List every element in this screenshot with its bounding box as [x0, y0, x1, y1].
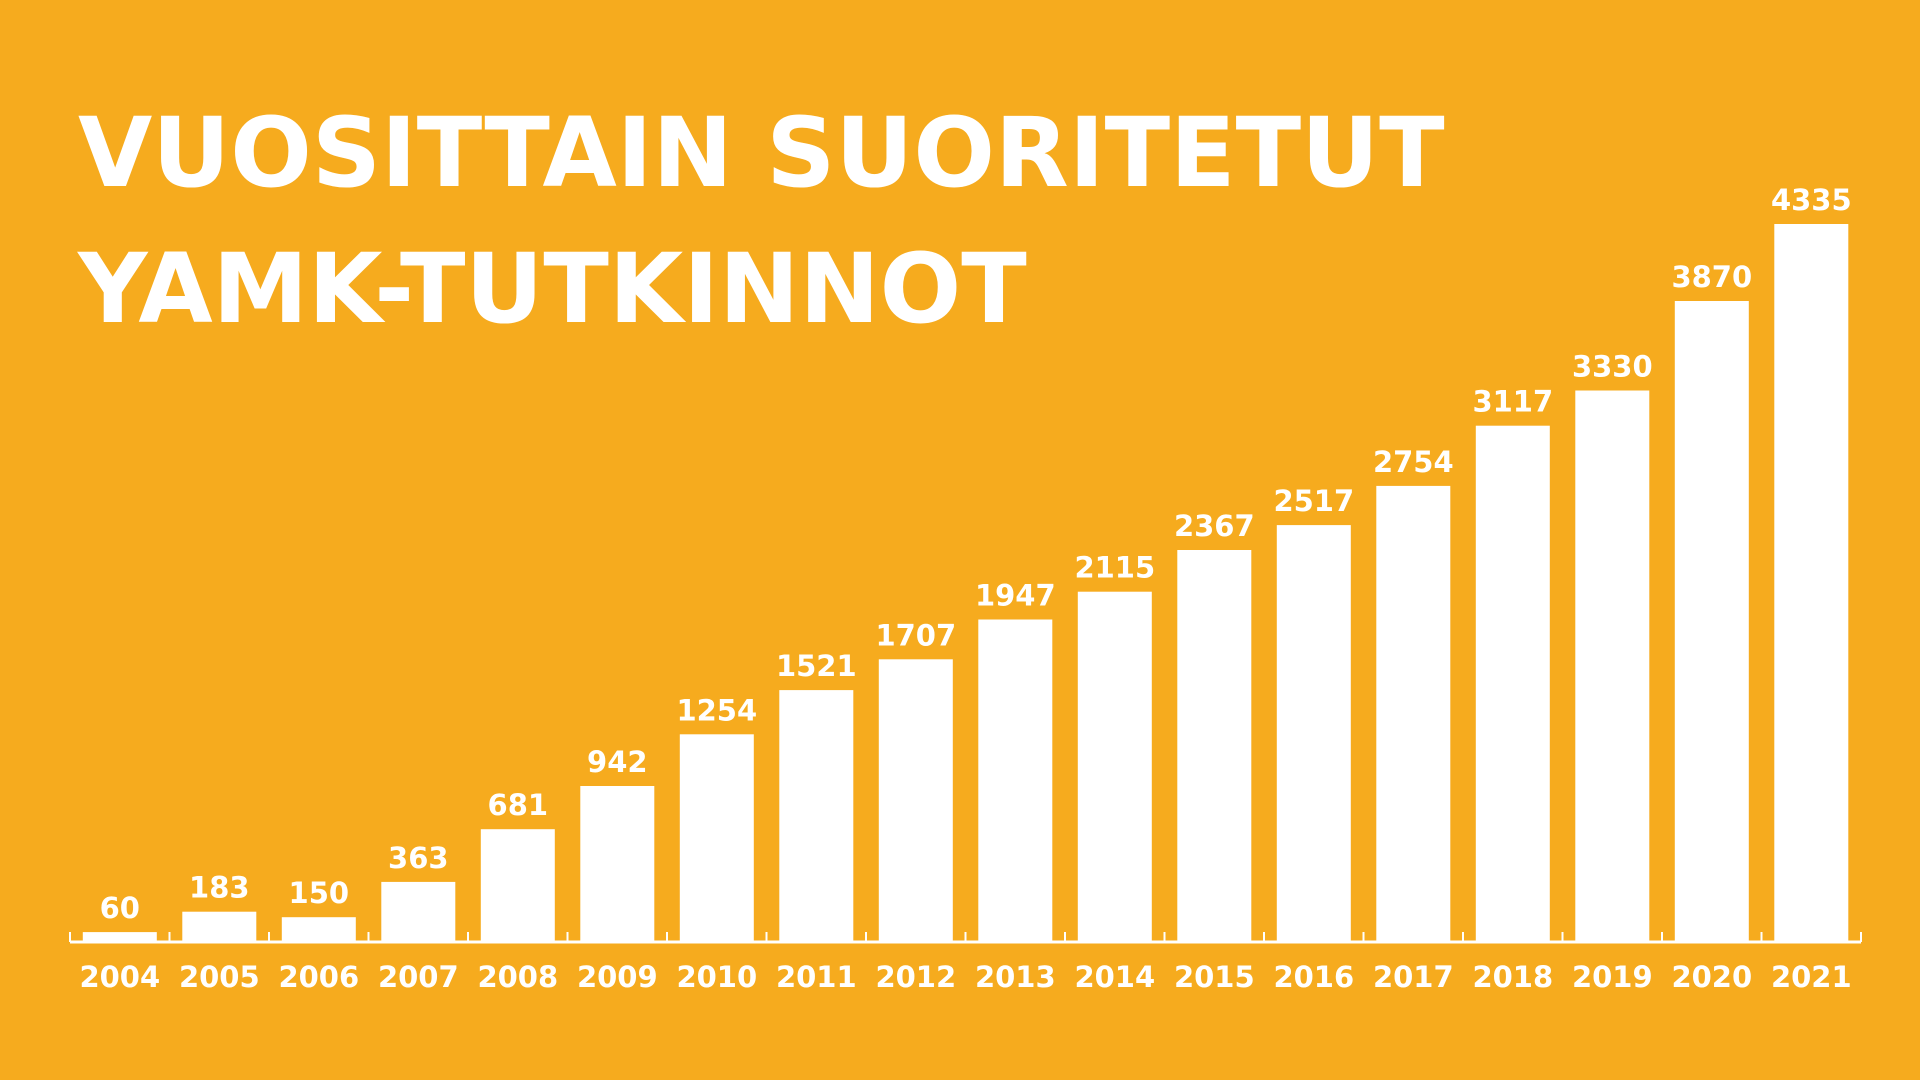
bar-2019	[1575, 390, 1650, 942]
x-tick-label-2010: 2010	[676, 960, 757, 994]
bar-2005	[182, 911, 257, 942]
value-label-2014: 2115	[1074, 551, 1155, 585]
bar-2017	[1376, 485, 1451, 942]
bar-2009	[580, 786, 655, 942]
x-tick-label-2014: 2014	[1074, 960, 1155, 994]
value-label-2006: 150	[289, 876, 350, 910]
bar-2008	[480, 829, 555, 942]
bar-2014	[1077, 591, 1152, 942]
x-tick-label-2015: 2015	[1174, 960, 1255, 994]
value-label-2005: 183	[189, 871, 250, 905]
chart-title-line-2: YAMK-TUTKINNOT	[77, 233, 1027, 345]
bar-2013	[978, 619, 1053, 942]
value-label-2016: 2517	[1273, 484, 1354, 518]
bar-2011	[779, 690, 854, 942]
bar-2018	[1475, 425, 1550, 942]
x-tick-label-2006: 2006	[278, 960, 359, 994]
x-tick-label-2021: 2021	[1771, 960, 1852, 994]
chart-title-line-1: VUOSITTAIN SUORITETUT	[78, 97, 1445, 209]
value-label-2018: 3117	[1472, 385, 1553, 419]
value-label-2021: 4335	[1771, 183, 1852, 217]
x-tick-label-2012: 2012	[875, 960, 956, 994]
x-tick-label-2004: 2004	[79, 960, 160, 994]
bar-2007	[381, 881, 456, 942]
x-tick-label-2007: 2007	[378, 960, 459, 994]
x-axis: 2004 2005 2006 2007 2008 2009 2010 2011 2012 2013…	[69, 932, 1862, 994]
bar-2012	[878, 659, 953, 942]
value-label-2011: 1521	[776, 649, 857, 683]
x-tick-label-2005: 2005	[179, 960, 260, 994]
bar-2021	[1774, 224, 1849, 942]
bar-2016	[1276, 525, 1351, 942]
value-label-2012: 1707	[875, 618, 956, 652]
bar-2020	[1674, 301, 1749, 942]
bar-2015	[1177, 550, 1252, 942]
bar-2004	[82, 932, 157, 942]
x-tick-label-2009: 2009	[577, 960, 658, 994]
value-label-2008: 681	[488, 788, 549, 822]
x-tick-label-2016: 2016	[1273, 960, 1354, 994]
x-tick-label-2018: 2018	[1472, 960, 1553, 994]
value-label-2019: 3330	[1572, 350, 1653, 384]
x-tick-label-2013: 2013	[975, 960, 1056, 994]
x-tick-label-2008: 2008	[477, 960, 558, 994]
value-label-2010: 1254	[676, 693, 757, 727]
x-tick-label-2020: 2020	[1671, 960, 1752, 994]
x-tick-label-2019: 2019	[1572, 960, 1653, 994]
value-label-2020: 3870	[1671, 260, 1752, 294]
x-tick-label-2017: 2017	[1373, 960, 1454, 994]
value-label-2004: 60	[100, 891, 140, 925]
bar-2010	[679, 734, 754, 942]
bars-group: 60 183 150 363 681 942 1254 1521 1707 1947 2115 236…	[82, 183, 1852, 942]
bar-2006	[281, 917, 356, 942]
value-label-2013: 1947	[975, 579, 1056, 613]
value-label-2017: 2754	[1373, 445, 1454, 479]
value-label-2015: 2367	[1174, 509, 1255, 543]
value-label-2009: 942	[587, 745, 648, 779]
x-tick-label-2011: 2011	[776, 960, 857, 994]
value-label-2007: 363	[388, 841, 449, 875]
